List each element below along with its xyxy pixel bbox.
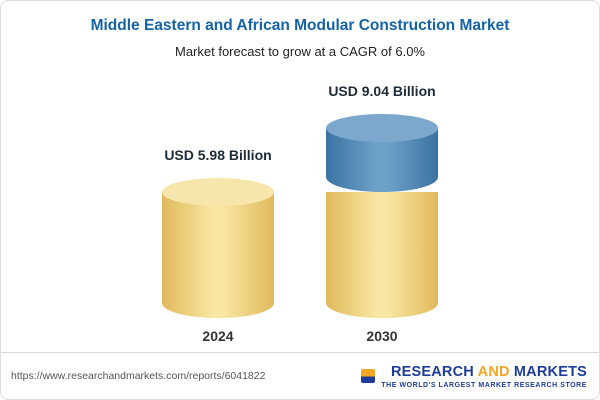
- logo-wordmark: RESEARCH AND MARKETS: [381, 364, 587, 380]
- year-label-2024: 2024: [202, 328, 234, 344]
- chart-plot-area: USD 5.98 Billion 2024 USD 9.04 Billion 2…: [1, 59, 599, 352]
- footer: https://www.researchandmarkets.com/repor…: [1, 352, 599, 399]
- brand-logo: RESEARCH AND MARKETS THE WORLD'S LARGEST…: [361, 364, 587, 389]
- logo-tagline: THE WORLD'S LARGEST MARKET RESEARCH STOR…: [381, 381, 587, 389]
- logo-word-markets: MARKETS: [513, 363, 587, 380]
- chart-subtitle: Market forecast to grow at a CAGR of 6.0…: [175, 44, 425, 59]
- cylinder-2024: [162, 178, 274, 318]
- value-label-2024: USD 5.98 Billion: [164, 147, 272, 163]
- bar-group-2030: USD 9.04 Billion 2030: [326, 83, 438, 344]
- cylinder-top-cap: [162, 178, 274, 206]
- chart-header: Middle Eastern and African Modular Const…: [1, 1, 599, 59]
- report-url: https://www.researchandmarkets.com/repor…: [11, 370, 266, 382]
- cylinder-top-cap: [326, 114, 438, 142]
- cylinder-segment-yellow: [162, 178, 274, 318]
- year-label-2030: 2030: [366, 328, 398, 344]
- logo-word-and: AND: [477, 363, 510, 380]
- cylinder-2030: [326, 114, 438, 318]
- value-label-2030: USD 9.04 Billion: [328, 83, 436, 99]
- bar-group-2024: USD 5.98 Billion 2024: [162, 147, 274, 344]
- chart-title: Middle Eastern and African Modular Const…: [90, 17, 510, 34]
- logo-flag-icon: [361, 369, 376, 383]
- cylinder-segment-blue: [326, 114, 438, 192]
- cylinder-segment-yellow: [326, 192, 438, 318]
- logo-word-research: RESEARCH: [390, 363, 474, 380]
- logo-text: RESEARCH AND MARKETS THE WORLD'S LARGEST…: [381, 364, 587, 389]
